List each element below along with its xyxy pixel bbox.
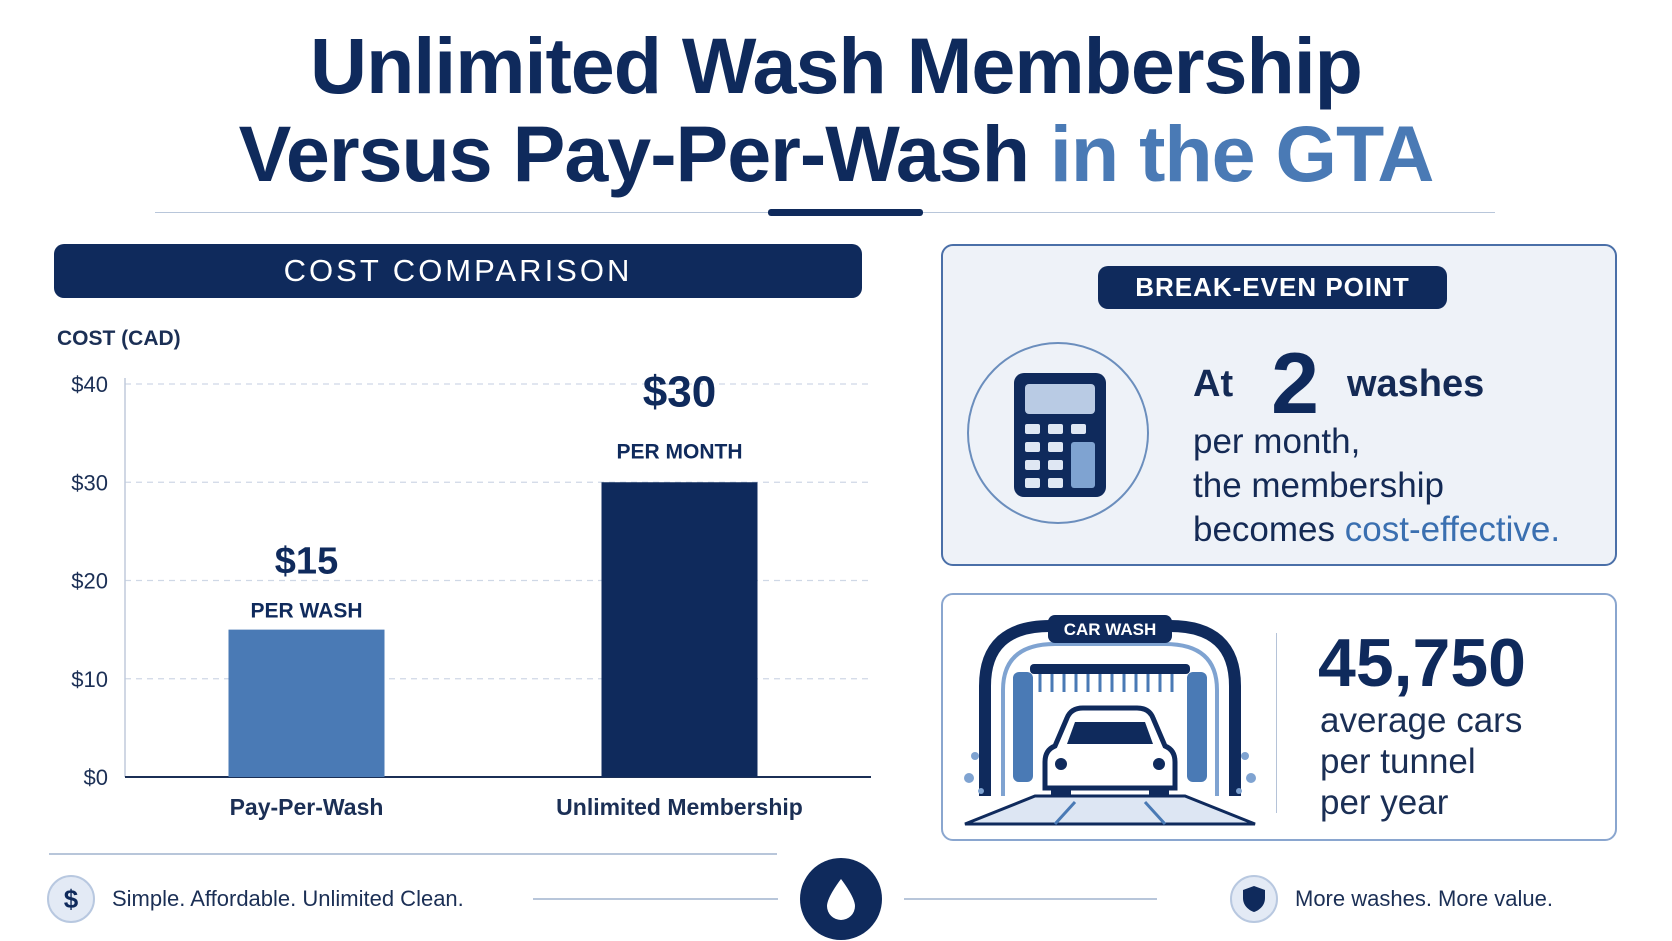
y-tick-labels: $0 $10 $20 $30 $40 (71, 372, 108, 790)
bar (228, 629, 385, 777)
cars-per-tunnel-label: average cars per tunnel per year (1320, 700, 1610, 823)
break-even-at: At (1193, 363, 1234, 405)
y-tick-label: $0 (84, 765, 108, 790)
cost-comparison-header: COST COMPARISON (54, 244, 862, 298)
water-drop-badge (800, 858, 882, 940)
y-tick-label: $10 (71, 667, 108, 692)
dollar-icon: $ (64, 884, 79, 914)
car-wash-sign: CAR WASH (1064, 620, 1157, 639)
bar-unit-label: PER WASH (250, 600, 362, 623)
title-divider-accent (768, 209, 923, 216)
shield-icon (1243, 886, 1265, 912)
footer-rule-top (49, 853, 777, 855)
break-even-line-4-accent: cost-effective. (1344, 510, 1561, 549)
bar (601, 482, 758, 777)
bar-value-label: $15 (275, 541, 338, 583)
bar-unit-label: PER MONTH (617, 440, 743, 463)
break-even-line-3: the membership (1193, 466, 1444, 505)
title-line-2: Versus Pay-Per-Wash in the GTA (0, 110, 1672, 198)
footer-rule-left (533, 898, 778, 900)
title-line-2-main: Versus Pay-Per-Wash (238, 109, 1030, 198)
break-even-line-4: becomes cost-effective. (1193, 508, 1613, 552)
stat-label-line-1: average cars (1320, 701, 1523, 740)
chart-bars: $15 PER WASH Pay-Per-Wash $30 PER MONTH Unlim… (228, 367, 803, 820)
break-even-washes: washes (1346, 363, 1485, 405)
y-tick-label: $40 (71, 372, 108, 397)
calculator-badge (967, 342, 1149, 524)
cars-per-tunnel-stat: 45,750 (1318, 625, 1526, 701)
shield-badge (1230, 875, 1278, 923)
svg-text:$: $ (64, 884, 79, 914)
x-category-label: Pay-Per-Wash (230, 794, 384, 820)
calculator-icon (1014, 373, 1106, 497)
title-line-1: Unlimited Wash Membership (310, 21, 1363, 110)
break-even-text: At 2 washes per month, the membership be… (1193, 336, 1613, 552)
bar-value-label: $30 (643, 367, 716, 416)
break-even-line-2: per month, (1193, 422, 1361, 461)
break-even-headline: At 2 washes (1193, 336, 1613, 432)
x-category-label: Unlimited Membership (556, 794, 803, 820)
break-even-pill: BREAK-EVEN POINT (1098, 266, 1447, 309)
footer-right-text: More washes. More value. (1295, 886, 1553, 911)
car-wash-tunnel-icon: CAR WASH (964, 615, 1256, 826)
footer-left-text: Simple. Affordable. Unlimited Clean. (112, 886, 464, 911)
y-axis-label: COST (CAD) (57, 327, 181, 350)
stat-label-line-3: per year (1320, 783, 1449, 822)
stat-label-line-2: per tunnel (1320, 742, 1476, 781)
dollar-badge: $ (47, 875, 95, 923)
water-drop-icon (827, 879, 855, 920)
y-tick-label: $20 (71, 569, 108, 594)
y-tick-label: $30 (71, 470, 108, 495)
footer-rule-right (904, 898, 1157, 900)
car-wash-divider (1276, 633, 1277, 813)
cost-chart: COST (CAD) $0 $10 $20 $30 $40 $15 PER WASH Pay… (57, 327, 871, 820)
title-line-2-accent: in the GTA (1049, 109, 1434, 198)
break-even-line-4-pre: becomes (1193, 510, 1336, 549)
break-even-number: 2 (1259, 336, 1335, 432)
page-title: Unlimited Wash Membership Versus Pay-Per… (0, 22, 1672, 198)
